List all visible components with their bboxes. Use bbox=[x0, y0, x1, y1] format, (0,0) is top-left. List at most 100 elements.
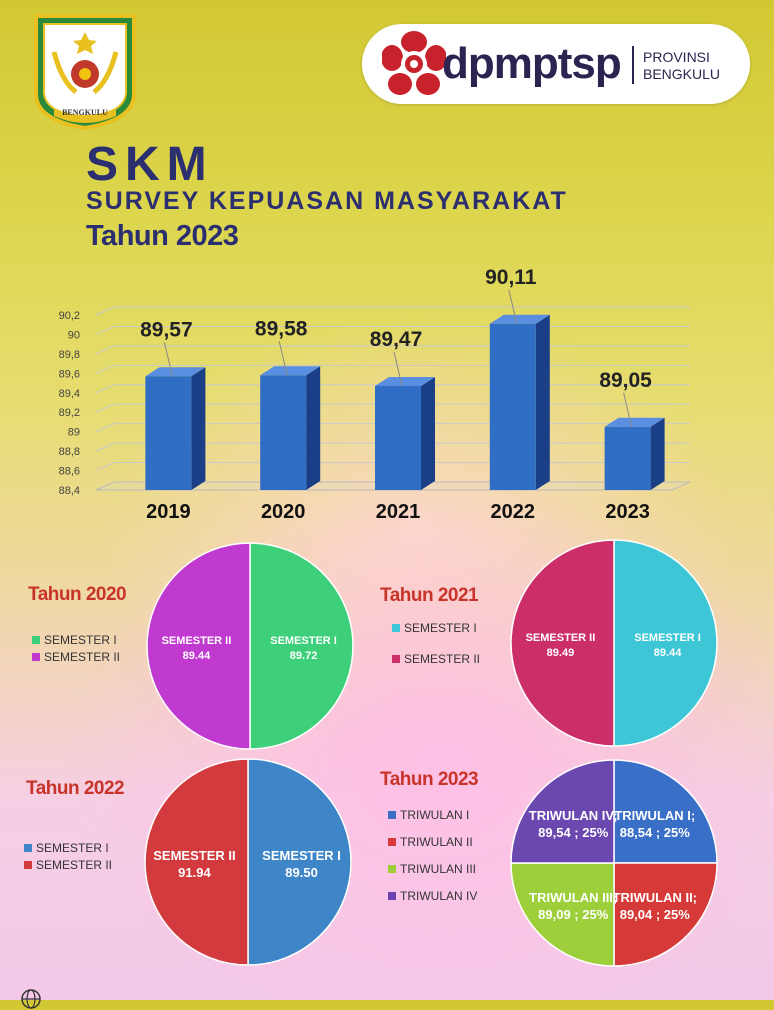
legend-swatch bbox=[392, 654, 400, 663]
data-label: 89,05 bbox=[599, 369, 652, 392]
y-tick-label: 89,4 bbox=[59, 388, 80, 400]
legend-entry: TRIWULAN IV bbox=[388, 887, 477, 904]
pie-slice bbox=[510, 539, 615, 747]
pie-legend: TRIWULAN I TRIWULAN II TRIWULAN III TRIWULA… bbox=[388, 806, 477, 914]
brand-region-line2: BENGKULU bbox=[643, 66, 721, 82]
brand-logo-pill: dpmptsp PROVINSI BENGKULU bbox=[362, 24, 750, 104]
legend-label: SEMESTER II bbox=[44, 649, 121, 664]
pie-slice-label: TRIWULAN I; bbox=[614, 808, 695, 823]
data-label-leader bbox=[163, 342, 173, 377]
y-tick-label: 90,2 bbox=[59, 310, 80, 322]
pie-slice-label: TRIWULAN II; bbox=[613, 890, 697, 905]
legend-label: SEMESTER I bbox=[44, 632, 117, 647]
bar-2019 bbox=[145, 367, 206, 490]
data-label: 89,58 bbox=[255, 317, 308, 340]
brand-name: dpmptsp bbox=[442, 39, 622, 88]
bar-top bbox=[604, 417, 665, 427]
data-label: 89,57 bbox=[140, 318, 193, 341]
data-label: 90,11 bbox=[485, 266, 537, 289]
emblem-text: BENGKULU bbox=[62, 108, 108, 117]
footer-link bbox=[20, 988, 42, 1010]
pie-chart: SEMESTER I 89.44 SEMESTER II 89.49 bbox=[510, 539, 718, 747]
y-tick-label: 89,6 bbox=[59, 368, 80, 380]
bar-side bbox=[650, 417, 665, 490]
bar-2022 bbox=[489, 314, 550, 490]
legend-entry: TRIWULAN I bbox=[388, 806, 477, 823]
gridline bbox=[95, 306, 690, 316]
pie-title: Tahun 2020 bbox=[28, 584, 127, 605]
legend-swatch bbox=[392, 623, 400, 632]
bar-2023 bbox=[604, 417, 665, 490]
legend-entry: SEMESTER II bbox=[32, 648, 120, 665]
brand-region: PROVINSI BENGKULU bbox=[643, 49, 720, 83]
pie-chart: TRIWULAN I; 88,54 ; 25% TRIWULAN II; 89,04 … bbox=[510, 759, 718, 967]
pie-slice-label: SEMESTER II bbox=[153, 848, 235, 863]
x-category-label: 2020 bbox=[261, 501, 306, 523]
globe-icon bbox=[21, 989, 41, 1009]
data-label-leader bbox=[623, 392, 633, 427]
legend-label: SEMESTER II bbox=[36, 857, 113, 872]
legend-entry: SEMESTER I bbox=[392, 619, 480, 636]
legend-entry: SEMESTER I bbox=[32, 631, 120, 648]
bar-top bbox=[260, 366, 321, 376]
legend-swatch bbox=[32, 635, 40, 644]
legend-label: TRIWULAN I bbox=[400, 807, 470, 822]
legend-label: SEMESTER I bbox=[36, 840, 109, 855]
pie-slice-value: 91.94 bbox=[178, 865, 211, 880]
legend-label: SEMESTER II bbox=[404, 651, 481, 666]
data-label: 89,47 bbox=[370, 328, 423, 351]
pie-slice-label: TRIWULAN III; bbox=[529, 890, 617, 905]
pie-slice-value: 89.50 bbox=[285, 865, 318, 880]
pie-title: Tahun 2022 bbox=[26, 778, 125, 799]
brand-divider bbox=[632, 46, 634, 84]
pie-legend: SEMESTER I SEMESTER II bbox=[392, 619, 480, 681]
y-tick-label: 89,2 bbox=[59, 407, 80, 419]
pie-chart: SEMESTER I 89.50 SEMESTER II 91.94 bbox=[144, 758, 352, 966]
y-tick-label: 88,6 bbox=[59, 466, 80, 478]
bar-2020 bbox=[260, 366, 321, 490]
pie-slice-label: SEMESTER I bbox=[634, 632, 701, 644]
y-tick-label: 90 bbox=[68, 329, 80, 341]
rafflesia-flower-icon bbox=[382, 31, 446, 95]
legend-swatch bbox=[24, 843, 32, 852]
page-subtitle: SURVEY KEPUASAN MASYARAKAT bbox=[86, 187, 568, 215]
pie-slice-label: SEMESTER I bbox=[270, 635, 337, 647]
pie-slice-value: 88,54 ; 25% bbox=[620, 825, 691, 840]
legend-swatch bbox=[24, 860, 32, 869]
legend-label: SEMESTER I bbox=[404, 620, 477, 635]
pie-slice-value: 89.72 bbox=[290, 650, 318, 662]
page-title: SKM bbox=[86, 138, 214, 191]
bengkulu-emblem: BENGKULU bbox=[32, 12, 138, 132]
pie-slice-label: SEMESTER I bbox=[262, 848, 341, 863]
x-category-label: 2022 bbox=[491, 501, 536, 523]
bar-front bbox=[604, 426, 651, 490]
bar-side bbox=[535, 314, 550, 490]
legend-label: TRIWULAN II bbox=[400, 834, 473, 849]
data-label-leader bbox=[278, 341, 288, 376]
legend-label: TRIWULAN III bbox=[400, 861, 477, 876]
bar-2021 bbox=[375, 376, 435, 490]
legend-entry: SEMESTER II bbox=[392, 650, 480, 667]
pie-slice bbox=[613, 759, 718, 864]
pie-legend: SEMESTER I SEMESTER II bbox=[32, 631, 120, 665]
legend-entry: SEMESTER II bbox=[24, 856, 112, 873]
legend-swatch bbox=[388, 837, 396, 846]
legend-swatch bbox=[388, 864, 396, 873]
pie-slice bbox=[247, 758, 352, 966]
bar-side bbox=[421, 376, 435, 490]
pie-slice bbox=[146, 542, 251, 750]
x-category-label: 2021 bbox=[376, 501, 421, 523]
legend-label: TRIWULAN IV bbox=[400, 888, 478, 903]
pie-slice-value: 89.44 bbox=[183, 650, 211, 662]
pie-slice-value: 89,04 ; 25% bbox=[620, 907, 691, 922]
pie-slice-value: 89,09 ; 25% bbox=[538, 907, 609, 922]
data-label-leader bbox=[508, 289, 518, 324]
pie-slice bbox=[144, 758, 249, 966]
y-tick-label: 88,8 bbox=[59, 446, 80, 458]
pie-title: Tahun 2021 bbox=[380, 585, 479, 606]
bar-top bbox=[375, 376, 435, 386]
y-tick-label: 88,4 bbox=[59, 485, 80, 497]
pie-slice-label: TRIWULAN IV; bbox=[529, 808, 618, 823]
bar-front bbox=[489, 323, 536, 490]
emblem-shield-icon bbox=[34, 14, 136, 131]
